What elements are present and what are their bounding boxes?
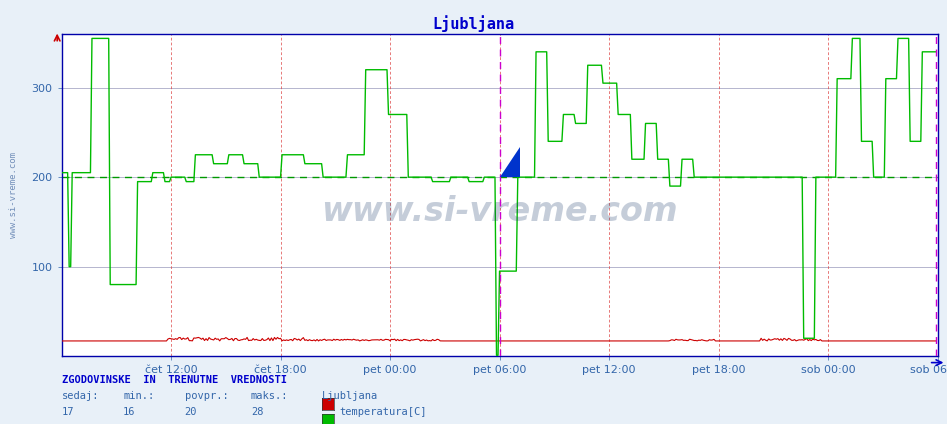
Text: 20: 20 — [185, 407, 197, 418]
Text: min.:: min.: — [123, 391, 154, 402]
Text: www.si-vreme.com: www.si-vreme.com — [321, 195, 678, 228]
Text: temperatura[C]: temperatura[C] — [339, 407, 426, 418]
Text: ZGODOVINSKE  IN  TRENUTNE  VREDNOSTI: ZGODOVINSKE IN TRENUTNE VREDNOSTI — [62, 375, 287, 385]
Text: povpr.:: povpr.: — [185, 391, 228, 402]
Text: maks.:: maks.: — [251, 391, 289, 402]
Polygon shape — [500, 148, 521, 177]
Text: 28: 28 — [251, 407, 263, 418]
Text: www.si-vreme.com: www.si-vreme.com — [9, 152, 18, 238]
Text: Ljubljana: Ljubljana — [322, 391, 378, 402]
Text: 16: 16 — [123, 407, 135, 418]
Text: sedaj:: sedaj: — [62, 391, 99, 402]
Text: Ljubljana: Ljubljana — [433, 15, 514, 32]
Text: 17: 17 — [62, 407, 74, 418]
